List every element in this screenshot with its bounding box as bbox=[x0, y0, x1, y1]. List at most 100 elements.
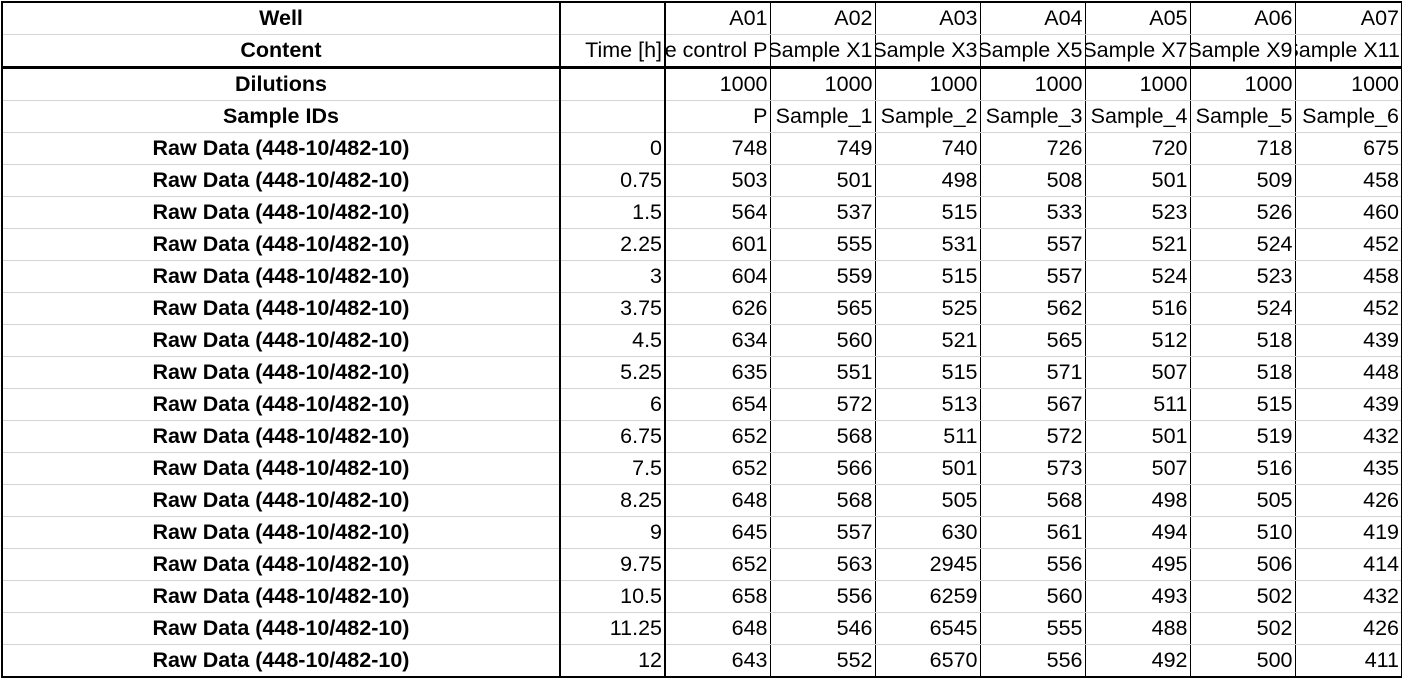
value-cell[interactable]: 501 bbox=[1085, 420, 1191, 453]
row-label-cell[interactable]: Raw Data (448-10/482-10) bbox=[1, 612, 561, 645]
row-label-cell[interactable]: Raw Data (448-10/482-10) bbox=[1, 548, 561, 581]
time-cell[interactable]: 9.75 bbox=[560, 548, 666, 581]
value-cell[interactable]: 1000 bbox=[1190, 67, 1296, 101]
value-cell[interactable]: 6259 bbox=[875, 580, 981, 613]
value-cell[interactable]: 515 bbox=[875, 260, 981, 293]
value-cell[interactable]: 748 bbox=[665, 132, 771, 165]
value-cell[interactable]: 652 bbox=[665, 420, 771, 453]
value-cell[interactable]: 414 bbox=[1295, 548, 1402, 581]
value-cell[interactable]: 501 bbox=[770, 164, 876, 197]
value-cell[interactable]: 552 bbox=[770, 644, 876, 678]
value-cell[interactable]: 460 bbox=[1295, 196, 1402, 229]
time-cell[interactable]: 7.5 bbox=[560, 452, 666, 485]
value-cell[interactable]: 500 bbox=[1190, 644, 1296, 678]
value-cell[interactable]: 720 bbox=[1085, 132, 1191, 165]
value-cell[interactable]: 566 bbox=[770, 452, 876, 485]
value-cell[interactable]: A03 bbox=[875, 1, 981, 35]
value-cell[interactable]: 426 bbox=[1295, 484, 1402, 517]
value-cell[interactable]: 515 bbox=[875, 356, 981, 389]
value-cell[interactable]: 564 bbox=[665, 196, 771, 229]
value-cell[interactable]: 1000 bbox=[665, 67, 771, 101]
value-cell[interactable]: 515 bbox=[1190, 388, 1296, 421]
value-cell[interactable]: 652 bbox=[665, 548, 771, 581]
value-cell[interactable]: 439 bbox=[1295, 324, 1402, 357]
value-cell[interactable]: 565 bbox=[770, 292, 876, 325]
time-cell[interactable]: 4.5 bbox=[560, 324, 666, 357]
value-cell[interactable]: 509 bbox=[1190, 164, 1296, 197]
value-cell[interactable]: 6545 bbox=[875, 612, 981, 645]
row-label-cell[interactable]: Content bbox=[1, 34, 561, 69]
value-cell[interactable]: 512 bbox=[1085, 324, 1191, 357]
value-cell[interactable]: 505 bbox=[1190, 484, 1296, 517]
value-cell[interactable]: A01 bbox=[665, 1, 771, 35]
time-cell[interactable]: 8.25 bbox=[560, 484, 666, 517]
value-cell[interactable]: 718 bbox=[1190, 132, 1296, 165]
value-cell[interactable]: 507 bbox=[1085, 356, 1191, 389]
value-cell[interactable]: A06 bbox=[1190, 1, 1296, 35]
value-cell[interactable]: 515 bbox=[875, 196, 981, 229]
value-cell[interactable]: 551 bbox=[770, 356, 876, 389]
value-cell[interactable]: Sample_5 bbox=[1190, 100, 1296, 133]
value-cell[interactable]: 559 bbox=[770, 260, 876, 293]
value-cell[interactable]: 648 bbox=[665, 612, 771, 645]
row-label-cell[interactable]: Raw Data (448-10/482-10) bbox=[1, 132, 561, 165]
value-cell[interactable]: 658 bbox=[665, 580, 771, 613]
value-cell[interactable]: 526 bbox=[1190, 196, 1296, 229]
value-cell[interactable]: 492 bbox=[1085, 644, 1191, 678]
value-cell[interactable]: 571 bbox=[980, 356, 1086, 389]
time-cell[interactable]: 3 bbox=[560, 260, 666, 293]
value-cell[interactable]: Sample X7 bbox=[1085, 34, 1191, 69]
value-cell[interactable]: 458 bbox=[1295, 164, 1402, 197]
value-cell[interactable]: 516 bbox=[1085, 292, 1191, 325]
time-cell[interactable] bbox=[560, 100, 666, 133]
value-cell[interactable]: 645 bbox=[665, 516, 771, 549]
row-label-cell[interactable]: Sample IDs bbox=[1, 100, 561, 133]
value-cell[interactable]: 507 bbox=[1085, 452, 1191, 485]
value-cell[interactable]: 435 bbox=[1295, 452, 1402, 485]
value-cell[interactable]: 524 bbox=[1085, 260, 1191, 293]
value-cell[interactable]: 557 bbox=[770, 516, 876, 549]
value-cell[interactable]: 511 bbox=[1085, 388, 1191, 421]
value-cell[interactable]: 508 bbox=[980, 164, 1086, 197]
row-label-cell[interactable]: Raw Data (448-10/482-10) bbox=[1, 324, 561, 357]
row-label-cell[interactable]: Raw Data (448-10/482-10) bbox=[1, 292, 561, 325]
value-cell[interactable]: 654 bbox=[665, 388, 771, 421]
value-cell[interactable]: 503 bbox=[665, 164, 771, 197]
value-cell[interactable]: 555 bbox=[980, 612, 1086, 645]
time-cell[interactable]: 11.25 bbox=[560, 612, 666, 645]
value-cell[interactable]: 458 bbox=[1295, 260, 1402, 293]
value-cell[interactable]: 604 bbox=[665, 260, 771, 293]
row-label-cell[interactable]: Raw Data (448-10/482-10) bbox=[1, 580, 561, 613]
value-cell[interactable]: 493 bbox=[1085, 580, 1191, 613]
value-cell[interactable]: 546 bbox=[770, 612, 876, 645]
value-cell[interactable]: 1000 bbox=[1085, 67, 1191, 101]
row-label-cell[interactable]: Well bbox=[1, 1, 561, 35]
time-cell[interactable]: 5.25 bbox=[560, 356, 666, 389]
value-cell[interactable]: 555 bbox=[770, 228, 876, 261]
time-cell[interactable]: 3.75 bbox=[560, 292, 666, 325]
value-cell[interactable]: 432 bbox=[1295, 420, 1402, 453]
row-label-cell[interactable]: Raw Data (448-10/482-10) bbox=[1, 164, 561, 197]
value-cell[interactable]: 648 bbox=[665, 484, 771, 517]
value-cell[interactable]: Sample X1 bbox=[770, 34, 876, 69]
row-label-cell[interactable]: Raw Data (448-10/482-10) bbox=[1, 644, 561, 678]
row-label-cell[interactable]: Raw Data (448-10/482-10) bbox=[1, 484, 561, 517]
value-cell[interactable]: 411 bbox=[1295, 644, 1402, 678]
value-cell[interactable]: 502 bbox=[1190, 612, 1296, 645]
value-cell[interactable]: e control P bbox=[665, 34, 771, 69]
value-cell[interactable]: 495 bbox=[1085, 548, 1191, 581]
time-cell[interactable]: 0.75 bbox=[560, 164, 666, 197]
time-cell[interactable]: 6 bbox=[560, 388, 666, 421]
value-cell[interactable]: 601 bbox=[665, 228, 771, 261]
value-cell[interactable]: 516 bbox=[1190, 452, 1296, 485]
value-cell[interactable]: 419 bbox=[1295, 516, 1402, 549]
value-cell[interactable]: Sample_2 bbox=[875, 100, 981, 133]
value-cell[interactable]: 1000 bbox=[770, 67, 876, 101]
value-cell[interactable]: 634 bbox=[665, 324, 771, 357]
value-cell[interactable]: 452 bbox=[1295, 228, 1402, 261]
value-cell[interactable]: Sample X5 bbox=[980, 34, 1086, 69]
time-cell[interactable]: 1.5 bbox=[560, 196, 666, 229]
value-cell[interactable]: 432 bbox=[1295, 580, 1402, 613]
value-cell[interactable]: A02 bbox=[770, 1, 876, 35]
value-cell[interactable]: 567 bbox=[980, 388, 1086, 421]
